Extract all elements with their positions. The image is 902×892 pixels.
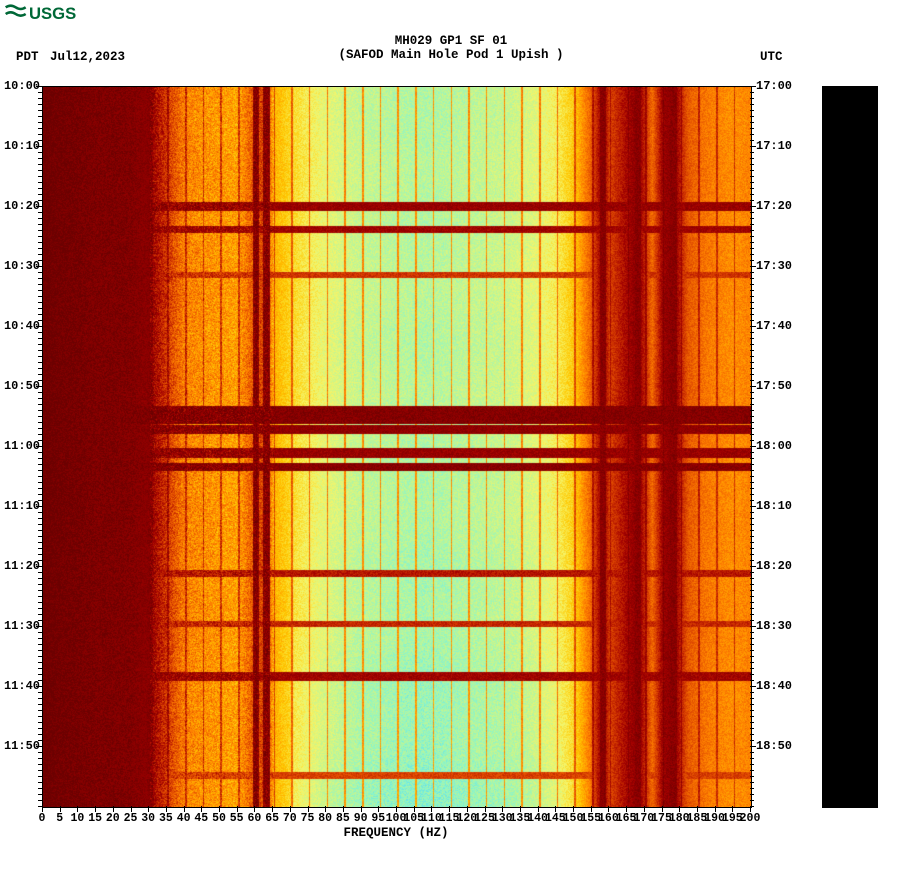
right-tick-label: 18:30	[756, 619, 802, 633]
x-tick-label: 70	[283, 812, 297, 825]
x-tick-label: 200	[740, 812, 761, 825]
left-tick-label: 10:20	[0, 199, 40, 213]
right-tick-label: 17:00	[756, 79, 802, 93]
left-tick-marks	[36, 86, 42, 806]
spectrogram-plot	[42, 86, 752, 808]
x-tick-label: 60	[247, 812, 261, 825]
right-tick-marks	[750, 86, 756, 806]
x-tick-label: 80	[318, 812, 332, 825]
right-tick-label: 18:50	[756, 739, 802, 753]
left-tick-label: 11:40	[0, 679, 40, 693]
svg-text:USGS: USGS	[29, 4, 76, 23]
x-tick-label: 35	[159, 812, 173, 825]
right-tick-label: 17:50	[756, 379, 802, 393]
left-tick-label: 11:10	[0, 499, 40, 513]
left-tick-label: 11:50	[0, 739, 40, 753]
x-tick-label: 95	[371, 812, 385, 825]
x-tick-label: 85	[336, 812, 350, 825]
x-tick-label: 5	[56, 812, 63, 825]
left-tick-label: 10:00	[0, 79, 40, 93]
left-tick-label: 11:30	[0, 619, 40, 633]
left-tz-label: PDT	[16, 50, 39, 64]
x-tick-label: 90	[354, 812, 368, 825]
left-y-axis: 10:0010:1010:2010:3010:4010:5011:0011:10…	[0, 86, 40, 806]
left-tick-label: 10:50	[0, 379, 40, 393]
left-tick-label: 11:20	[0, 559, 40, 573]
x-tick-label: 75	[301, 812, 315, 825]
x-tick-label: 50	[212, 812, 226, 825]
left-tick-label: 10:10	[0, 139, 40, 153]
right-tick-label: 18:40	[756, 679, 802, 693]
date-label: Jul12,2023	[50, 50, 125, 64]
right-tick-label: 18:20	[756, 559, 802, 573]
x-tick-label: 30	[141, 812, 155, 825]
right-tick-label: 17:30	[756, 259, 802, 273]
x-tick-label: 20	[106, 812, 120, 825]
usgs-logo: USGS	[4, 2, 104, 26]
title-line-1: MH029 GP1 SF 01	[0, 34, 902, 48]
x-tick-label: 25	[124, 812, 138, 825]
right-tick-label: 18:00	[756, 439, 802, 453]
right-tz-label: UTC	[760, 50, 783, 64]
left-tick-label: 10:40	[0, 319, 40, 333]
x-axis-title: FREQUENCY (HZ)	[42, 826, 750, 840]
x-tick-label: 40	[177, 812, 191, 825]
colorbar	[822, 86, 878, 808]
right-tick-label: 17:40	[756, 319, 802, 333]
right-tick-label: 17:10	[756, 139, 802, 153]
left-tick-label: 10:30	[0, 259, 40, 273]
x-tick-label: 0	[39, 812, 46, 825]
left-tick-label: 11:00	[0, 439, 40, 453]
right-tick-label: 18:10	[756, 499, 802, 513]
x-tick-label: 10	[70, 812, 84, 825]
x-tick-label: 65	[265, 812, 279, 825]
right-y-axis: 17:0017:1017:2017:3017:4017:5018:0018:10…	[756, 86, 802, 806]
x-tick-label: 45	[194, 812, 208, 825]
x-tick-label: 55	[230, 812, 244, 825]
right-tick-label: 17:20	[756, 199, 802, 213]
spectrogram-canvas	[43, 87, 751, 807]
x-tick-label: 15	[88, 812, 102, 825]
